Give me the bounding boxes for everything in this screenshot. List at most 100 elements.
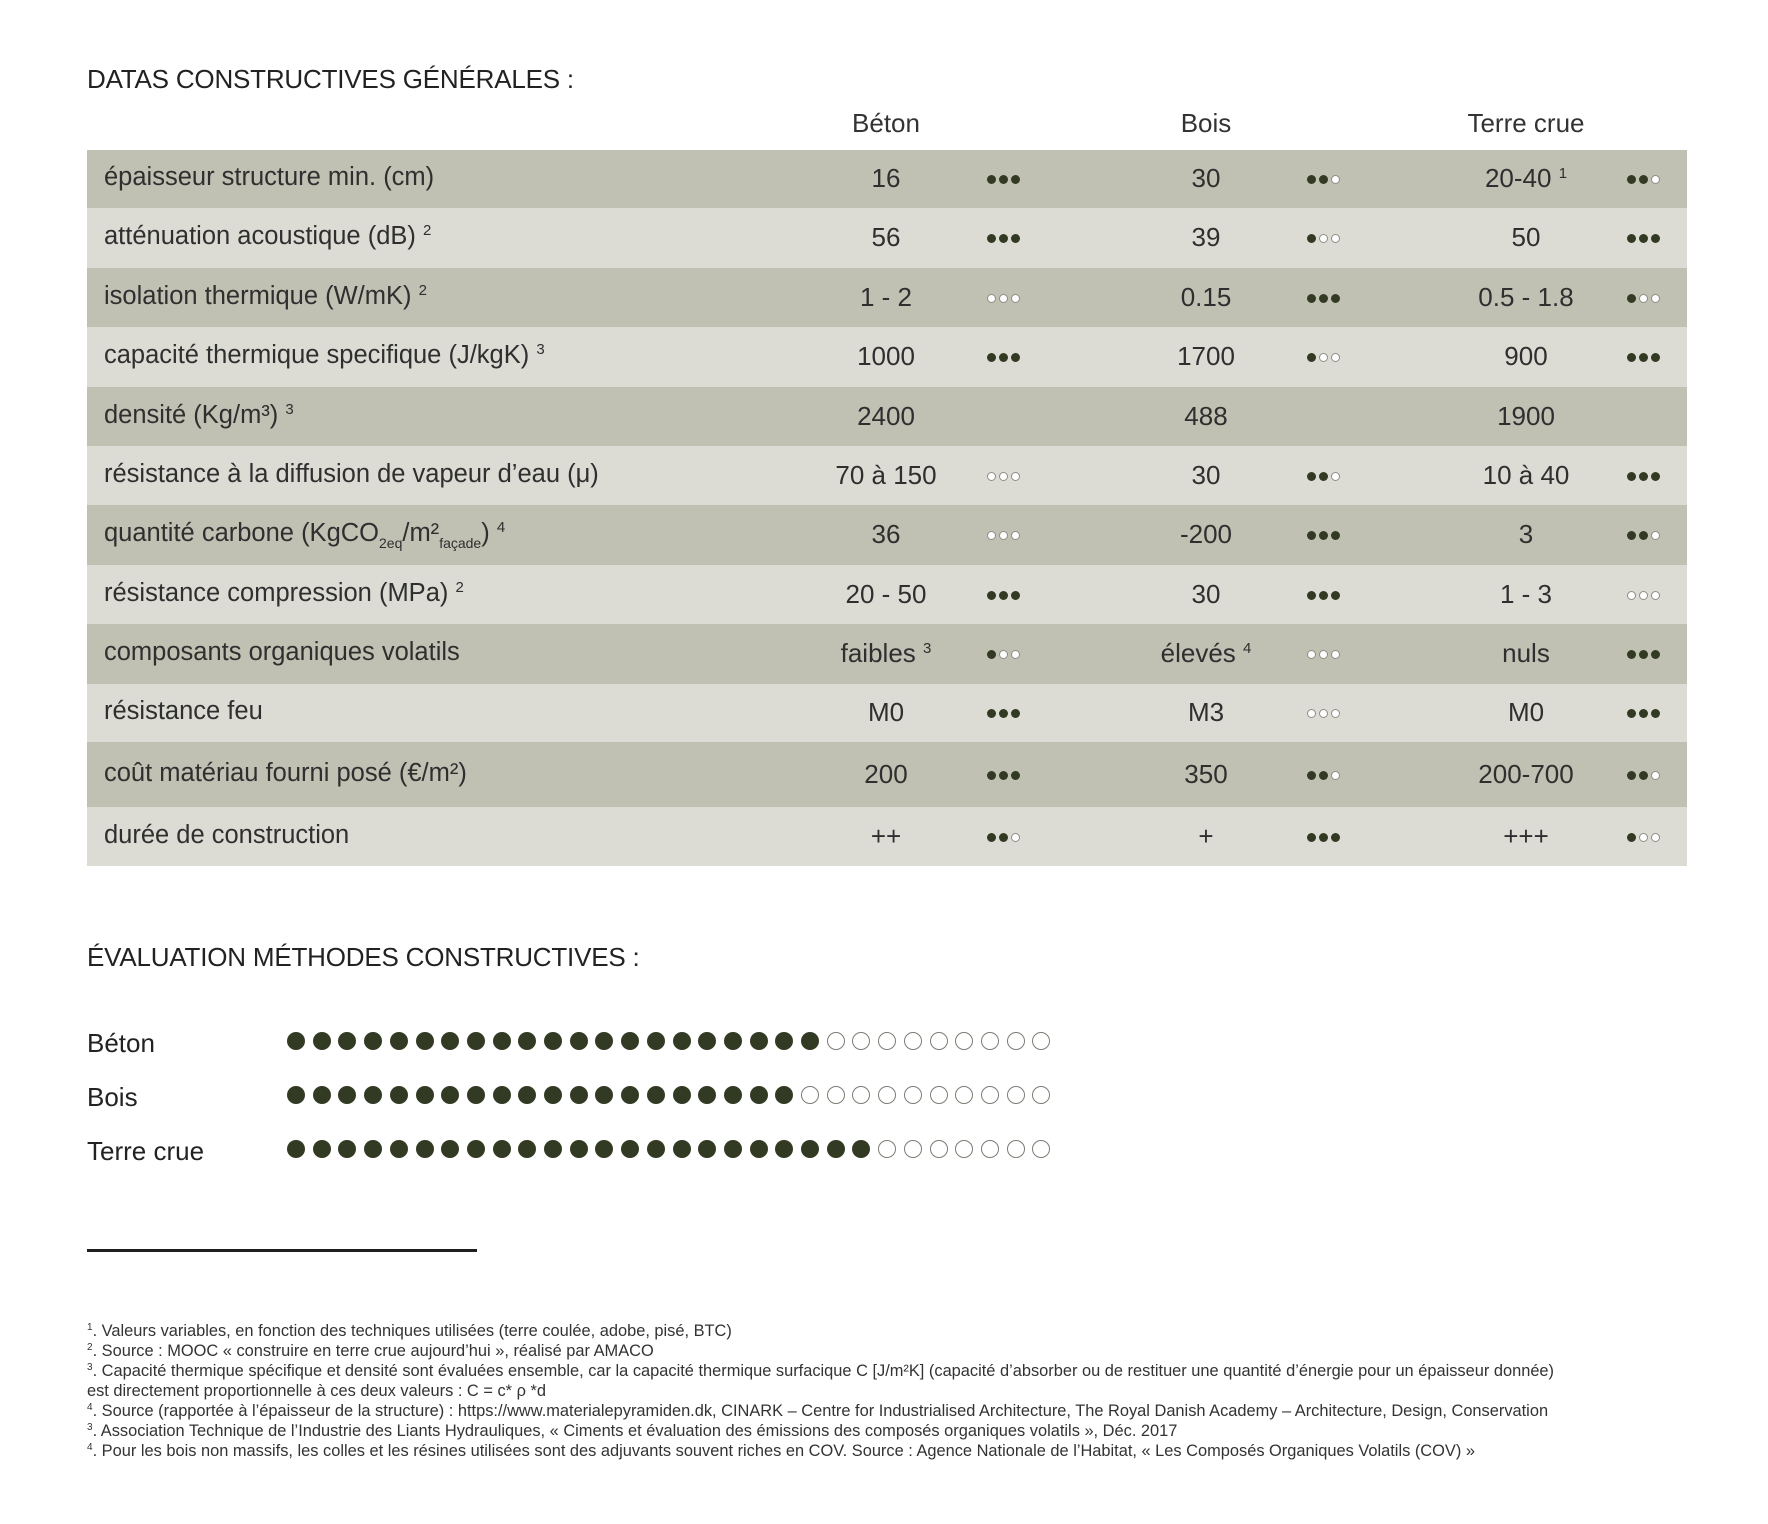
table-row: isolation thermique (W/mK) 2 1 - 2 0.15 0.5… [87, 268, 1687, 327]
row-label: isolation thermique (W/mK) 2 [104, 282, 427, 311]
cell-bois: élevés 4 [1096, 638, 1316, 669]
cell-beton: M0 [776, 697, 996, 728]
cell-beton: 56 [776, 222, 996, 253]
rating-dot-filled [1307, 234, 1316, 243]
rating-dot-empty [1639, 833, 1648, 842]
score-dot-filled [621, 1140, 640, 1158]
score-dot-filled [723, 1032, 742, 1050]
cell-value: M3 [1187, 697, 1225, 727]
rating-dot-empty [1331, 353, 1340, 362]
rating-dot-filled [1639, 771, 1648, 780]
cell-terre-crue: 10 à 40 [1416, 460, 1636, 491]
cell-value: 16 [871, 163, 901, 193]
cell-value: 30 [1191, 460, 1221, 490]
cell-value: +++ [1503, 821, 1549, 851]
score-dot-empty [1006, 1140, 1025, 1158]
rating-dots [1627, 230, 1687, 244]
cell-value: 36 [871, 519, 901, 549]
rating-dots [1627, 468, 1687, 482]
row-label: capacité thermique specifique (J/kgK) 3 [104, 341, 545, 370]
cell-beton: faibles 3 [776, 638, 996, 669]
score-dot-filled [338, 1032, 357, 1050]
column-header-bois: Bois [1180, 108, 1232, 138]
rating-dot-empty [1331, 175, 1340, 184]
footnote-text: . Capacité thermique spécifique et densi… [92, 1362, 1555, 1380]
column-header-beton: Béton [852, 108, 920, 138]
row-label-sub2: façade [439, 535, 482, 551]
cell-value: 1000 [857, 341, 915, 371]
score-dot-empty [929, 1032, 948, 1050]
score-dot-filled [672, 1140, 691, 1158]
rating-dot-filled [1307, 771, 1316, 780]
rating-dot-empty [999, 294, 1008, 303]
cell-value: 2400 [857, 401, 915, 431]
score-dot-empty [903, 1086, 922, 1104]
rating-dot-empty [1011, 472, 1020, 481]
cell-footnote-ref: 3 [923, 640, 932, 657]
row-label-text: résistance à la diffusion de vapeur d’ea… [104, 460, 599, 488]
score-dot-filled [801, 1032, 819, 1050]
row-label-text: coût matériau fourni posé (€/m²) [104, 759, 467, 787]
rating-dot-empty [1307, 650, 1316, 659]
rating-dots [987, 468, 1047, 482]
footnote-divider [87, 1249, 477, 1252]
rating-dots [1307, 587, 1367, 601]
rating-dot-filled [1627, 709, 1636, 718]
rating-dot-filled [999, 234, 1008, 243]
score-dot-filled [492, 1086, 511, 1104]
score-dot-empty [955, 1086, 974, 1104]
cell-value: -200 [1179, 519, 1233, 549]
footnote-text: . Source (rapportée à l’épaisseur de la … [92, 1402, 1549, 1420]
row-label: coût matériau fourni posé (€/m²) [104, 759, 467, 788]
score-dot-filled [312, 1086, 331, 1104]
rating-dots [1307, 829, 1367, 843]
rating-dot-empty [1319, 650, 1328, 659]
rating-dots [1627, 527, 1687, 541]
score-dot-filled [441, 1140, 460, 1158]
score-dot-filled [441, 1086, 460, 1104]
rating-dot-filled [999, 175, 1008, 184]
rating-dots [987, 705, 1047, 719]
score-dot-filled [518, 1032, 537, 1050]
rating-dot-filled [1307, 294, 1316, 303]
rating-dots [1627, 171, 1687, 185]
score-dot-filled [338, 1086, 357, 1104]
score-dot-empty [980, 1032, 999, 1050]
cell-value: 39 [1191, 222, 1221, 252]
cell-value: 900 [1504, 341, 1548, 371]
score-dot-filled [852, 1140, 871, 1158]
rating-dot-filled [1627, 353, 1636, 362]
cell-value: ++ [870, 821, 902, 851]
table-row: résistance feu M0 M3 M0 [87, 684, 1687, 742]
rating-dot-empty [1651, 771, 1660, 780]
rating-dots [1307, 705, 1367, 719]
rating-dot-filled [1639, 472, 1648, 481]
cell-terre-crue: 1900 [1416, 401, 1636, 432]
rating-dots [1627, 705, 1687, 719]
evaluation-method-name: Terre crue [87, 1136, 205, 1166]
cell-value: 1700 [1177, 341, 1235, 371]
cell-bois: 30 [1096, 579, 1316, 610]
score-dot-filled [389, 1086, 408, 1104]
footnote-line: 3. Association Technique de l’Industrie … [87, 1421, 1707, 1441]
row-label-text: isolation thermique (W/mK) [104, 282, 412, 310]
rating-dots [987, 290, 1047, 304]
score-dot-empty [955, 1140, 974, 1158]
score-dot-filled [492, 1032, 511, 1050]
rating-dot-empty [1331, 472, 1340, 481]
score-dot-filled [364, 1140, 383, 1158]
rating-dot-filled [1651, 650, 1660, 659]
cell-value: M0 [1507, 697, 1545, 727]
score-dot-filled [621, 1032, 640, 1050]
table-row: densité (Kg/m³) 3 2400 488 1900 [87, 387, 1687, 446]
score-dot-empty [1032, 1086, 1051, 1104]
cell-beton: 20 - 50 [776, 579, 996, 610]
rating-dot-filled [987, 353, 996, 362]
row-label: quantité carbone (KgCO2eq/m²façade) 4 [104, 519, 505, 551]
rating-dot-empty [1331, 709, 1340, 718]
column-header-terre-crue: Terre crue [1467, 108, 1585, 138]
row-label: atténuation acoustique (dB) 2 [104, 222, 431, 251]
cell-terre-crue: 3 [1416, 519, 1636, 550]
score-dot-filled [595, 1086, 614, 1104]
cell-bois: 488 [1096, 401, 1316, 432]
